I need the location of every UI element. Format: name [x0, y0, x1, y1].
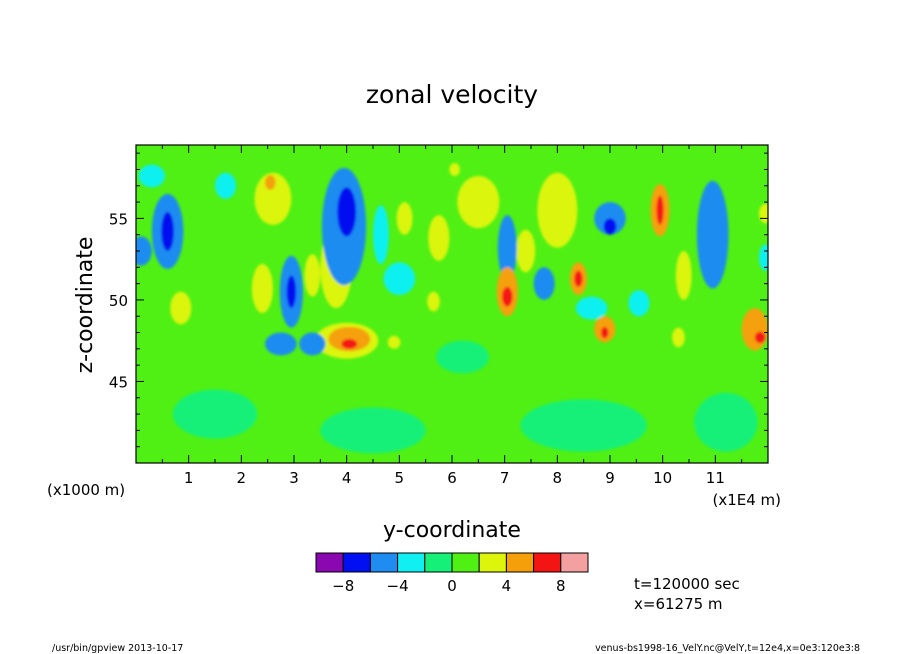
contour-feature-6	[575, 296, 608, 320]
contour-feature-36	[533, 267, 555, 300]
colorbar-swatch	[533, 552, 562, 573]
contour-feature-48	[337, 187, 357, 237]
colorbar-tick-label: 4	[502, 577, 512, 595]
x-tick-label: 7	[500, 469, 510, 487]
contour-feature-18	[449, 162, 460, 176]
contour-feature-47	[286, 275, 297, 309]
contour-feature-9	[254, 172, 292, 225]
y-axis-label: z-coordinate	[73, 237, 98, 374]
contour-feature-51	[601, 326, 609, 339]
colorbar: −8 −4 0 4 8	[315, 552, 589, 595]
contour-feature-55	[341, 339, 358, 349]
x-tick-label: 1	[184, 469, 194, 487]
footer-left: /usr/bin/gpview 2013-10-17	[52, 643, 183, 654]
x-tick-label: 10	[653, 469, 672, 487]
colorbar-swatch	[315, 552, 344, 573]
contour-feature-15	[387, 335, 401, 349]
colorbar-tick-label: 0	[447, 577, 457, 595]
colorbar-tick-label: −8	[332, 577, 354, 595]
colorbar-swatch	[369, 552, 399, 573]
contour-feature-10	[251, 264, 273, 313]
colorbar-tick-label: 8	[556, 577, 566, 595]
contour-feature-24	[759, 203, 768, 224]
colorbar-swatch	[478, 552, 507, 573]
time-annotation: t=120000 sec	[634, 575, 740, 593]
contour-feature-17	[427, 291, 440, 312]
contour-feature-43	[136, 236, 152, 266]
contour-feature-14	[396, 202, 413, 235]
contour-feature-50	[574, 270, 583, 287]
contour-feature-23	[672, 327, 685, 348]
y-tick-label: 50	[109, 292, 128, 310]
x-tick-label: 5	[395, 469, 405, 487]
y-axis-ticks: 45 50 55	[109, 152, 768, 448]
x-scale-label: (x1E4 m)	[712, 491, 781, 509]
contour-feature-11	[304, 254, 321, 297]
colorbar-tick-label: −4	[387, 577, 409, 595]
contour-feature-5	[383, 262, 416, 296]
contour-feature-22	[675, 251, 692, 300]
contour-feature-49	[502, 286, 513, 307]
contour-feature-52	[603, 218, 617, 235]
contour-feature-34	[497, 215, 517, 281]
contour-feature-4	[694, 392, 758, 452]
contour-feature-25	[138, 164, 165, 188]
y-tick-label: 55	[109, 210, 128, 228]
contour-feature-20	[516, 229, 536, 273]
colorbar-swatch	[397, 552, 426, 573]
y-tick-label: 45	[109, 373, 128, 391]
colorbar-swatch	[342, 552, 371, 573]
footer-right: venus-bs1998-16_VelY.nc@VelY,t=12e4,x=0e…	[595, 643, 860, 654]
contour-feature-44	[265, 175, 276, 190]
contour-feature-45	[328, 326, 371, 352]
x-tick-label: 9	[605, 469, 615, 487]
position-annotation: x=61275 m	[634, 595, 723, 613]
x-tick-label: 2	[237, 469, 247, 487]
colorbar-swatch	[451, 552, 480, 573]
contour-feature-21	[537, 172, 578, 248]
x-tick-label: 8	[553, 469, 563, 487]
x-tick-label: 11	[706, 469, 725, 487]
heatmap-field	[136, 162, 768, 454]
contour-feature-2	[520, 399, 647, 452]
contour-feature-28	[759, 244, 768, 271]
contour-feature-7	[628, 290, 650, 317]
x-tick-label: 6	[447, 469, 457, 487]
colorbar-swatch	[560, 552, 589, 573]
contour-feature-39	[594, 202, 626, 235]
x-axis-ticks: 1 2 3 4 5 6 7 8 9 10 11	[161, 145, 743, 487]
contour-feature-53	[656, 195, 664, 225]
contour-feature-42	[741, 308, 768, 351]
contour-feature-32	[299, 332, 326, 356]
x-unit-label: (x1000 m)	[47, 481, 125, 499]
contour-feature-8	[170, 291, 192, 325]
colorbar-swatch	[424, 552, 453, 573]
x-tick-label: 4	[342, 469, 352, 487]
colorbar-swatch	[505, 552, 535, 573]
contour-feature-27	[373, 205, 389, 265]
chart-title: zonal velocity	[366, 80, 538, 109]
x-tick-label: 3	[289, 469, 299, 487]
contour-feature-16	[428, 215, 450, 261]
contour-feature-3	[172, 389, 258, 439]
x-axis-label: y-coordinate	[383, 518, 521, 543]
contour-feature-54	[754, 331, 766, 344]
contour-feature-19	[457, 175, 500, 229]
contour-feature-41	[696, 180, 729, 289]
contour-feature-26	[215, 172, 237, 199]
contour-feature-0	[436, 340, 489, 374]
contour-feature-1	[320, 407, 426, 454]
contour-feature-46	[161, 211, 174, 251]
contour-feature-31	[265, 332, 297, 356]
